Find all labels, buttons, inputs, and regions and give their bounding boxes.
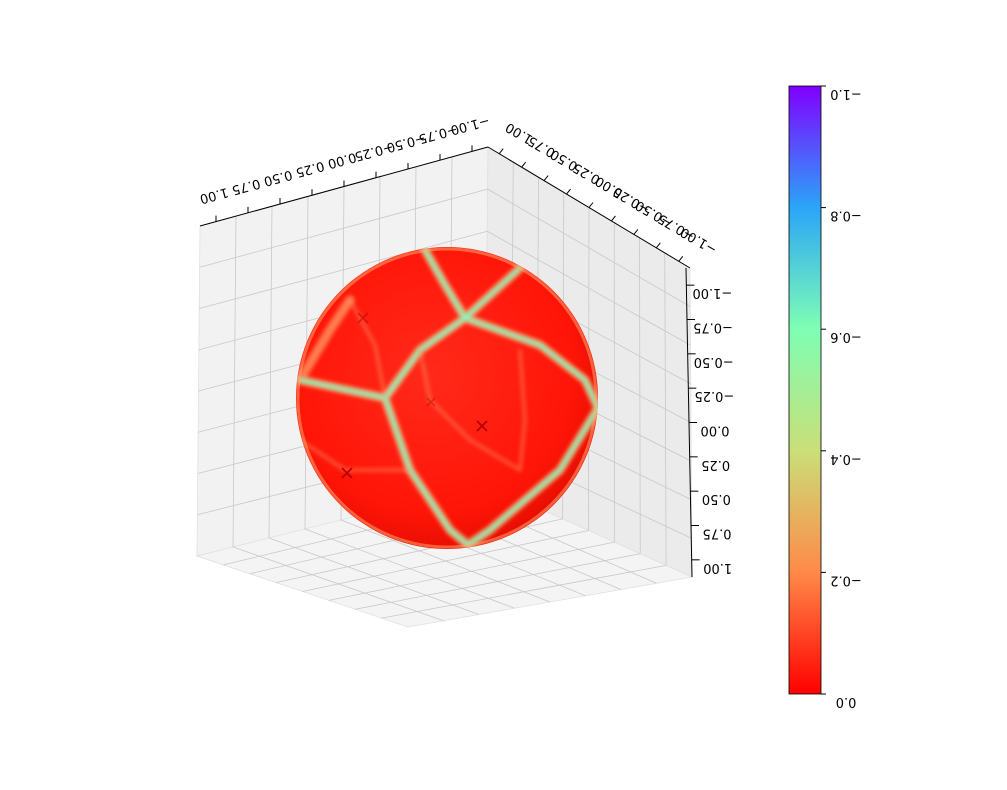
colorbar-gradient	[788, 85, 822, 695]
floor-pane-gridline	[355, 553, 641, 610]
colorbar-tick-label: −0.6	[830, 329, 862, 344]
z-tick-label: 0.75	[703, 526, 732, 541]
colorbar: 0.0 −0.2 −0.4 −0.6 −0.8 −1.0	[788, 85, 862, 709]
z-tick-label: 0.25	[701, 457, 730, 472]
sphere	[296, 247, 598, 549]
colorbar-tick-label: −0.2	[830, 572, 862, 587]
y-tick-mark	[521, 161, 527, 168]
y-tick-mark	[633, 229, 639, 235]
marker-4	[426, 397, 436, 407]
y-tick-mark	[678, 255, 684, 262]
colorbar-tick-label: −1.0	[830, 86, 862, 101]
z-tick-label: 0.50	[702, 491, 731, 506]
colorbar-ticks: 0.0 −0.2 −0.4 −0.6 −0.8 −1.0	[821, 85, 862, 709]
sphere-body	[296, 247, 598, 549]
z-tick-label: 0.00	[701, 423, 730, 438]
y-tick-mark	[498, 148, 504, 155]
right-pane-gridline	[639, 237, 641, 554]
x-tick-label: 0.25	[294, 158, 326, 180]
z-tick-label: −0.50	[694, 354, 734, 369]
sphere-ridges	[296, 247, 598, 549]
colorbar-tick-label: −0.8	[830, 208, 862, 223]
colorbar-tick-label: −0.4	[830, 451, 862, 466]
x-tick-label: 0.00	[326, 149, 358, 171]
y-tick-mark	[543, 175, 549, 181]
z-tick-label: 1.00	[703, 560, 732, 575]
floor-pane-gridline	[302, 530, 589, 592]
x-tick-label: −1.00	[449, 112, 491, 137]
y-tick-label: −1.00	[678, 224, 720, 257]
x-tick-label: 0.75	[230, 175, 262, 197]
y-tick-mark	[566, 188, 571, 195]
z-tick-label: −1.00	[692, 285, 732, 300]
x-tick-label: 0.50	[262, 166, 294, 188]
marker-1	[476, 420, 488, 432]
z-tick-label: −0.75	[693, 320, 733, 335]
right-pane-gridline	[664, 252, 667, 566]
x-tick-label: 1.00	[198, 184, 230, 206]
marker-2	[341, 467, 353, 479]
floor-pane-gridline	[381, 564, 667, 619]
colorbar-tick-label: 0.0	[836, 694, 857, 709]
y-tick-mark	[611, 215, 616, 222]
marker-3	[357, 312, 369, 324]
floor-pane-gridline	[328, 541, 615, 601]
y-tick-mark	[588, 202, 594, 208]
x-axis-ticks: 1.00 0.75 0.50 0.25 0.00−0.25−0.50−0.75−1.00	[198, 112, 491, 222]
z-tick-label: −0.25	[694, 388, 734, 403]
z-axis-ticks: −1.00 −0.75 −0.50 −0.25 0.00 0.25 0.50 0.75 1.00	[686, 284, 734, 575]
markers	[341, 312, 488, 479]
y-tick-mark	[655, 242, 661, 249]
